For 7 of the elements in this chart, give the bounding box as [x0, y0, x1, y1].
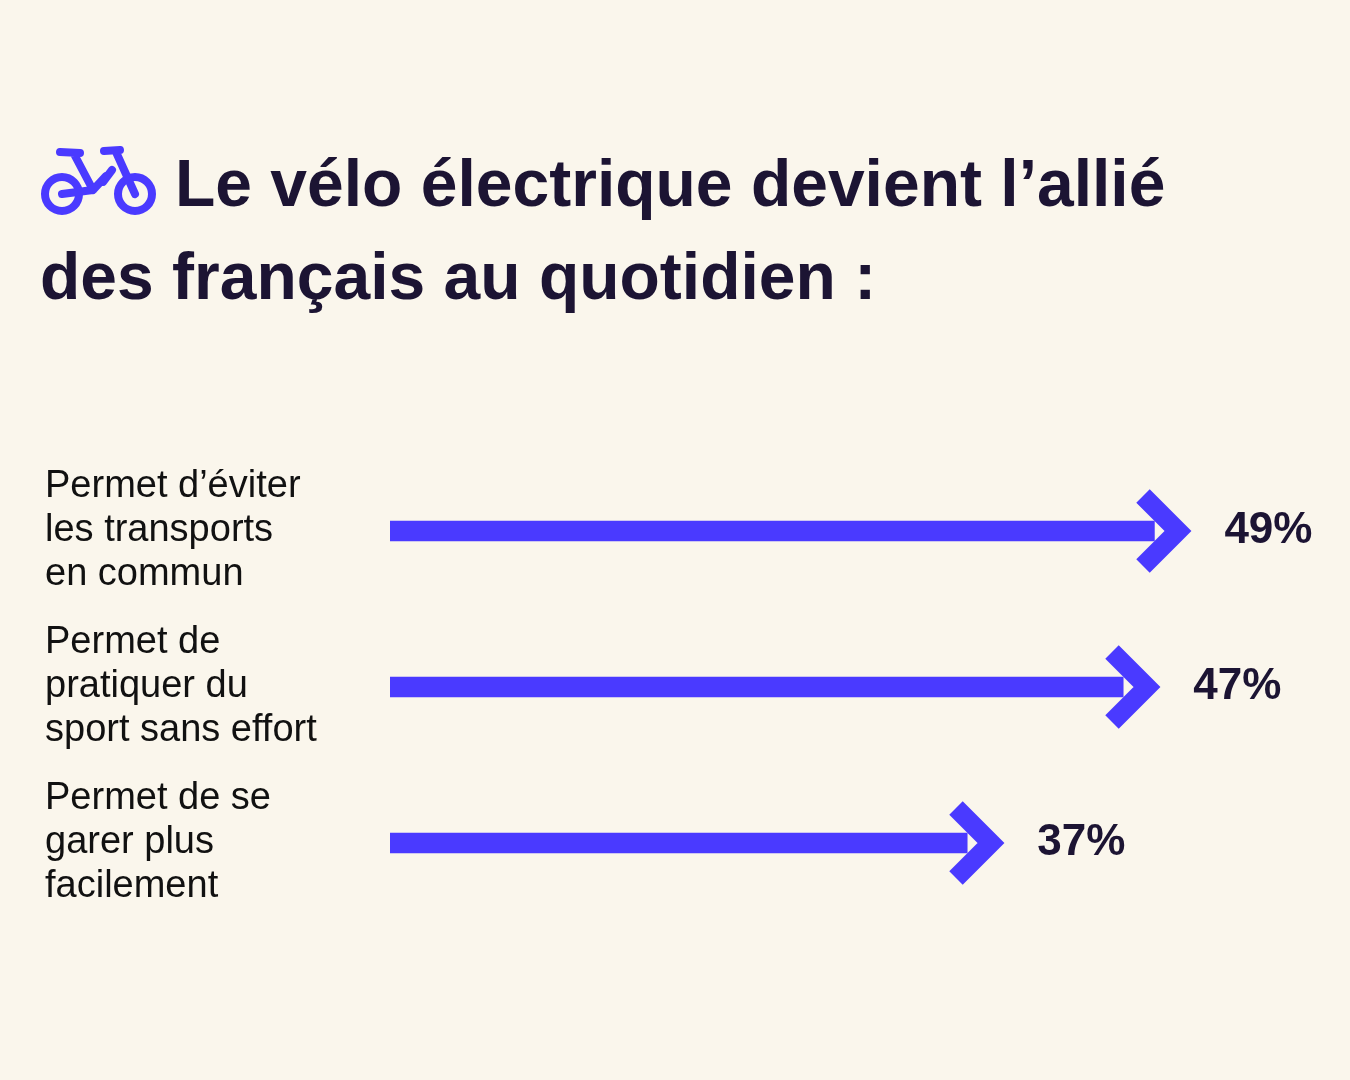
- data-label: 37%: [1037, 815, 1126, 865]
- data-label: 47%: [1193, 659, 1282, 709]
- y-tick-label: Permet d’éviter les transports en commun: [45, 463, 301, 594]
- chart-title: Le vélo électrique devient l’allié des français au quotidien :: [40, 146, 1166, 313]
- y-tick-label: Permet de pratiquer du sport sans effort: [45, 619, 318, 750]
- y-tick-label: Permet de se garer plus facilement: [45, 775, 271, 906]
- data-label: 49%: [1224, 503, 1313, 553]
